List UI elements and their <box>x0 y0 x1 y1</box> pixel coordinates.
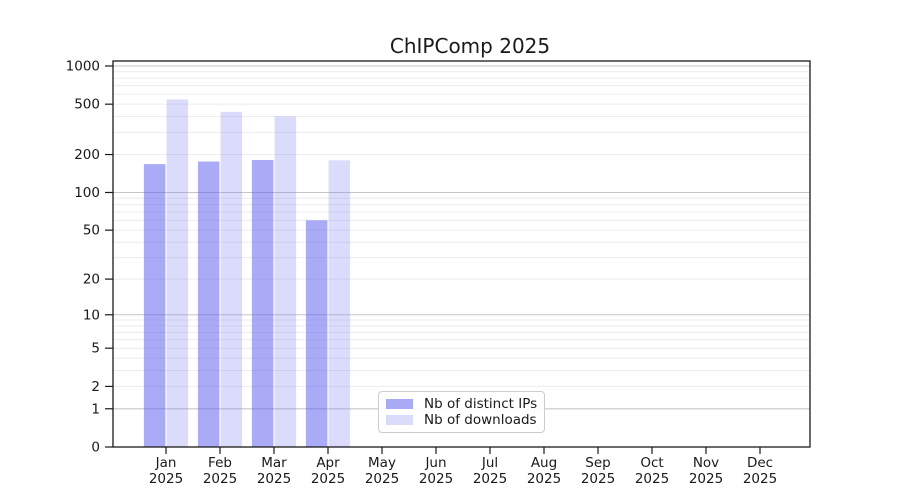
x-tick-month: Feb <box>208 455 232 471</box>
x-tick-year: 2025 <box>365 471 399 487</box>
x-tick-year: 2025 <box>419 471 453 487</box>
y-tick-label: 500 <box>74 97 100 113</box>
bar-jan-downloads <box>166 99 189 448</box>
x-tick-month: Apr <box>316 455 340 471</box>
chart-legend: Nb of distinct IPs Nb of downloads <box>378 391 545 433</box>
y-tick-label: 50 <box>83 223 100 239</box>
y-tick-label: 200 <box>74 147 100 163</box>
legend-item-downloads: Nb of downloads <box>386 412 537 428</box>
y-tick-label: 100 <box>74 185 100 201</box>
bars-downloads <box>166 99 351 448</box>
y-tick-label: 10 <box>83 307 100 323</box>
x-tick-month: Jul <box>481 455 498 471</box>
legend-label-downloads: Nb of downloads <box>424 412 537 428</box>
minor-gridlines <box>113 71 810 387</box>
legend-label-distinct-ips: Nb of distinct IPs <box>424 396 538 412</box>
bar-apr-downloads <box>328 160 351 448</box>
x-tick-year: 2025 <box>311 471 345 487</box>
bar-mar-downloads <box>274 116 297 448</box>
x-tick-month: Oct <box>640 455 663 471</box>
bar-feb-downloads <box>220 111 243 447</box>
bar-apr-ips <box>305 220 328 447</box>
x-tick-year: 2025 <box>689 471 723 487</box>
x-tick-year: 2025 <box>149 471 183 487</box>
y-tick-label: 5 <box>91 341 100 357</box>
x-tick-month: Dec <box>747 455 773 471</box>
x-tick-year: 2025 <box>635 471 669 487</box>
y-tick-label: 2 <box>91 379 100 395</box>
bars-distinct-ips <box>143 160 328 448</box>
legend-swatch-distinct-ips <box>386 399 413 409</box>
x-tick-year: 2025 <box>581 471 615 487</box>
x-tick-month: Nov <box>693 455 719 471</box>
y-tick-label: 1 <box>91 401 100 417</box>
y-axis: 0 1 2 5 10 20 50 100 200 500 1000 <box>66 59 113 456</box>
x-tick-month: Jun <box>424 455 446 471</box>
plot-frame <box>112 60 811 448</box>
bar-feb-ips <box>197 161 220 447</box>
x-axis: Jan2025Feb2025Mar2025Apr2025May2025Jun20… <box>149 447 777 487</box>
bar-mar-ips <box>251 160 274 447</box>
y-tick-label: 0 <box>91 440 100 456</box>
y-tick-label: 1000 <box>66 59 100 75</box>
legend-item-distinct-ips: Nb of distinct IPs <box>386 396 538 412</box>
x-tick-year: 2025 <box>473 471 507 487</box>
x-tick-month: Mar <box>261 455 287 471</box>
x-tick-month: Sep <box>585 455 610 471</box>
x-tick-month: May <box>368 455 396 471</box>
x-tick-year: 2025 <box>527 471 561 487</box>
x-tick-year: 2025 <box>743 471 777 487</box>
x-tick-month: Aug <box>531 455 557 471</box>
y-tick-label: 20 <box>83 272 100 288</box>
chart-title: ChIPComp 2025 <box>389 34 551 58</box>
legend-swatch-downloads <box>386 415 413 425</box>
x-tick-year: 2025 <box>257 471 291 487</box>
x-tick-month: Jan <box>155 455 177 471</box>
x-tick-year: 2025 <box>203 471 237 487</box>
bar-jan-ips <box>143 164 166 448</box>
